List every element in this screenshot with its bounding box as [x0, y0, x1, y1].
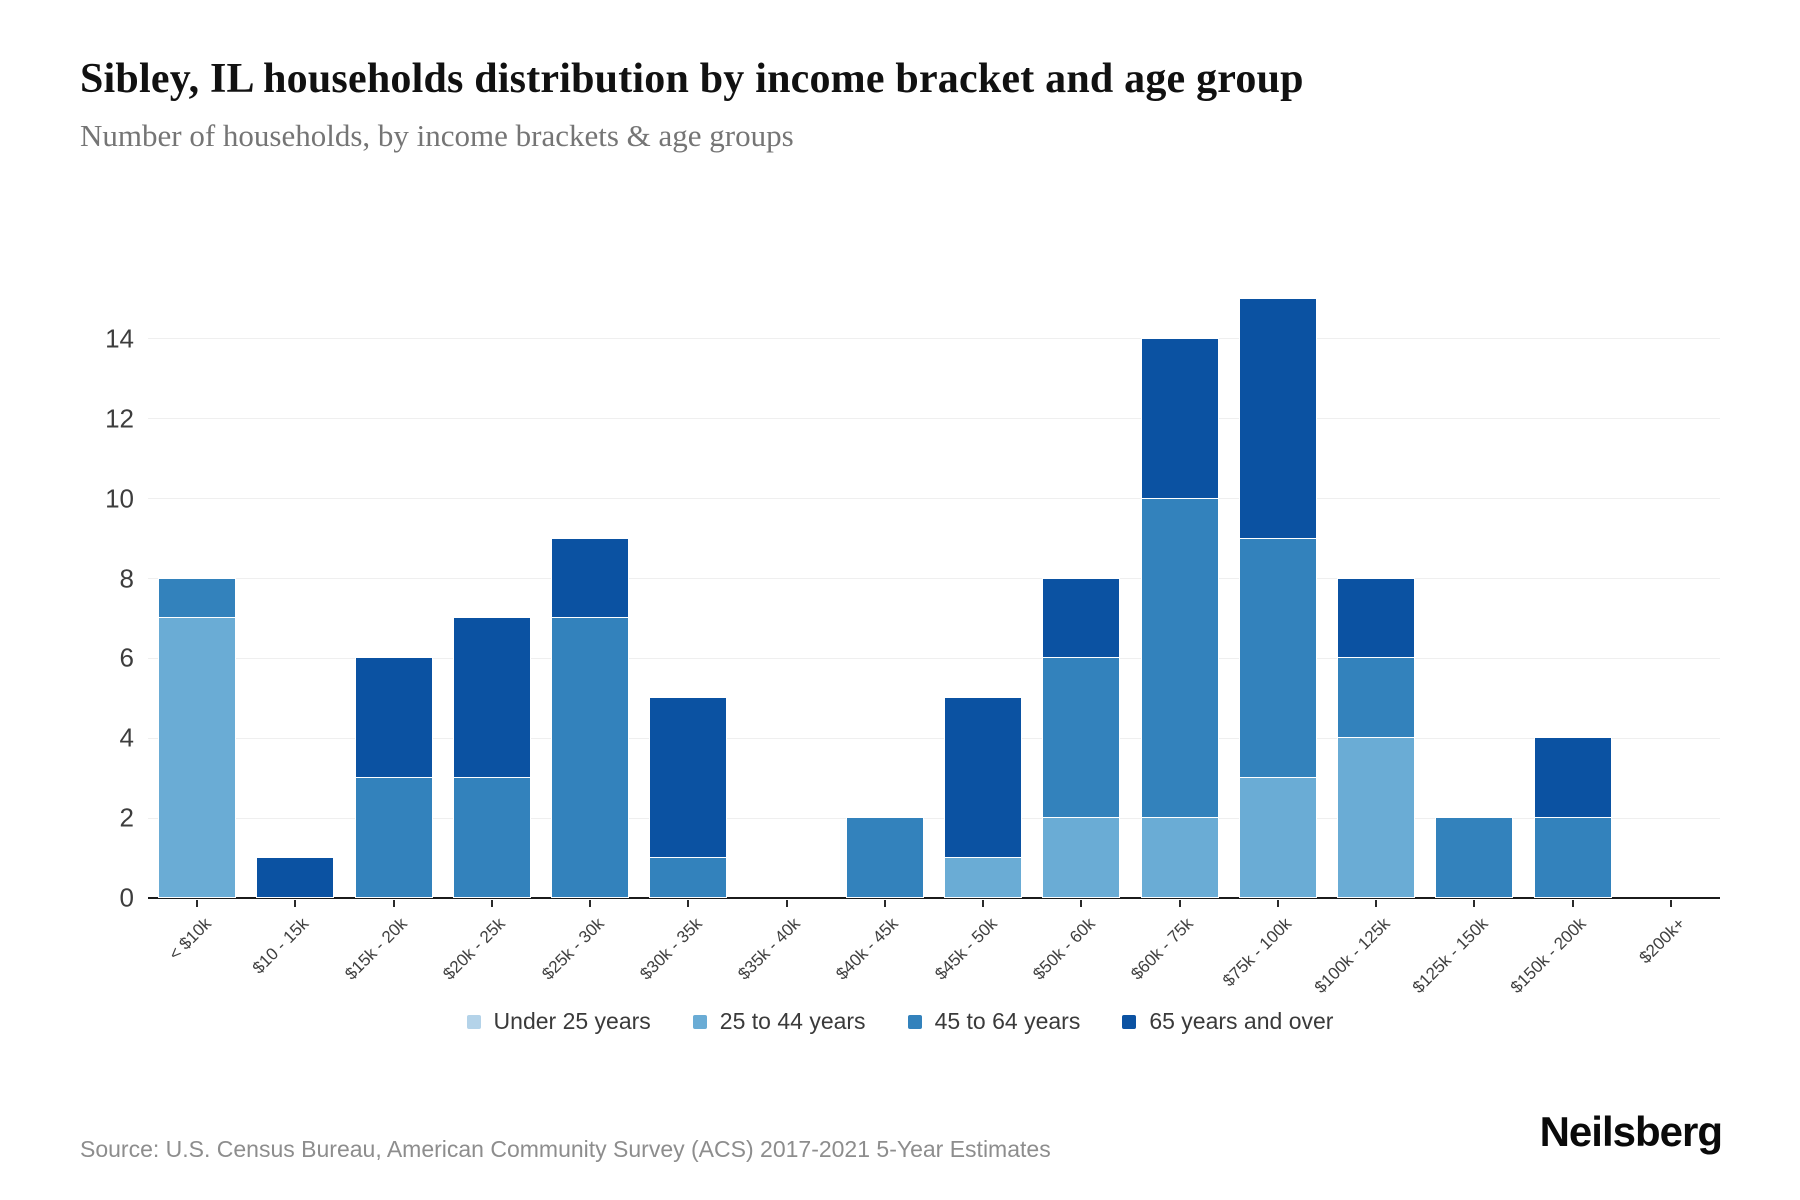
x-axis-tick	[1669, 900, 1672, 907]
x-axis-tick-label: $100k - 125k	[1310, 914, 1394, 997]
x-axis-tick	[1276, 900, 1279, 907]
bar-segment	[452, 617, 531, 779]
page-title: Sibley, IL households distribution by in…	[80, 56, 1304, 102]
x-axis-tick	[1178, 900, 1181, 907]
bar-segment	[1238, 537, 1317, 779]
bar-segment	[1533, 817, 1612, 898]
gridline	[148, 338, 1720, 340]
bar-segment	[551, 537, 630, 619]
bar-segment	[1140, 497, 1219, 819]
legend-label: 65 years and over	[1149, 1008, 1334, 1034]
legend: Under 25 years 25 to 44 years 45 to 64 yea…	[0, 1008, 1800, 1035]
x-axis-tick-label: $15k - 20k	[341, 914, 412, 984]
x-axis-tick	[490, 900, 493, 907]
y-axis-tick-label: 6	[119, 642, 134, 673]
legend-label: Under 25 years	[493, 1008, 651, 1034]
legend-swatch-icon	[1122, 1014, 1137, 1029]
page-subtitle: Number of households, by income brackets…	[80, 118, 794, 153]
legend-item[interactable]: 45 to 64 years	[907, 1008, 1081, 1035]
x-axis-tick	[1473, 900, 1476, 907]
y-axis-tick-label: 8	[119, 563, 134, 594]
gridline	[148, 498, 1720, 500]
x-axis-tick-label: $125k - 150k	[1408, 914, 1492, 997]
x-axis-tick	[785, 900, 788, 907]
legend-swatch-icon	[907, 1014, 922, 1029]
legend-swatch-icon	[692, 1014, 707, 1029]
x-axis-tick	[1571, 900, 1574, 907]
legend-item[interactable]: Under 25 years	[466, 1008, 651, 1035]
bar-segment	[649, 697, 728, 859]
bar-segment	[845, 817, 924, 898]
bar-segment	[944, 697, 1023, 859]
bar-segment	[354, 657, 433, 779]
x-axis-tick	[294, 900, 297, 907]
x-axis-tick-label: $50k - 60k	[1029, 914, 1099, 984]
x-axis-tick	[196, 900, 199, 907]
x-axis-tick	[589, 900, 592, 907]
bar-segment	[1140, 337, 1219, 499]
x-axis-tick	[982, 900, 985, 907]
bar-segment	[158, 577, 237, 619]
bar-segment	[944, 857, 1023, 898]
legend-label: 25 to 44 years	[719, 1008, 866, 1034]
legend-item[interactable]: 65 years and over	[1122, 1008, 1333, 1035]
y-axis-tick-label: 14	[105, 323, 134, 354]
bar-segment	[354, 777, 433, 898]
x-axis-tick-label: $40k - 45k	[832, 914, 903, 984]
x-axis-tick	[1375, 900, 1378, 907]
x-axis-tick	[883, 900, 886, 907]
y-axis-tick-label: 12	[105, 403, 134, 434]
bar-segment	[452, 777, 531, 898]
x-axis-tick-label: $60k - 75k	[1127, 914, 1198, 984]
source-note: Source: U.S. Census Bureau, American Com…	[80, 1136, 1051, 1162]
x-axis-tick-label: $75k - 100k	[1219, 914, 1296, 991]
bar-segment	[1435, 817, 1514, 898]
gridline	[148, 737, 1720, 739]
x-axis-tick-label: $10 - 15k	[249, 914, 313, 978]
bar-segment	[649, 857, 728, 898]
x-axis-tick-label: $30k - 35k	[636, 914, 706, 984]
legend-swatch-icon	[466, 1014, 481, 1029]
x-axis-tick-label: $150k - 200k	[1507, 914, 1591, 997]
bar-segment	[1042, 657, 1121, 819]
legend-label: 45 to 64 years	[934, 1008, 1081, 1034]
bar-segment	[1533, 737, 1612, 819]
y-axis-tick-label: 4	[119, 722, 134, 753]
bar-segment	[1042, 577, 1121, 659]
legend-item[interactable]: 25 to 44 years	[692, 1008, 866, 1035]
gridline	[148, 418, 1720, 420]
bar-segment	[256, 857, 335, 898]
gridline	[148, 817, 1720, 819]
bar-segment	[1238, 298, 1317, 539]
gridline	[148, 578, 1720, 580]
bar-segment	[1042, 817, 1121, 898]
brand-logo: Neilsberg	[1539, 1108, 1723, 1155]
x-axis-tick-label: < $10k	[164, 914, 215, 964]
y-axis-tick-label: 2	[119, 802, 134, 833]
bar-segment	[1337, 737, 1416, 898]
y-axis-tick-label: 0	[119, 882, 134, 913]
x-axis-line	[148, 897, 1720, 899]
x-axis-tick-label: $25k - 30k	[537, 914, 608, 984]
x-axis-tick	[687, 900, 690, 907]
x-axis-tick	[392, 900, 395, 907]
bar-segment	[1238, 777, 1317, 898]
x-axis-tick-label: $20k - 25k	[439, 914, 510, 984]
bar-segment	[1337, 657, 1416, 739]
gridline	[148, 657, 1720, 659]
bar-segment	[551, 617, 630, 898]
bar-segment	[158, 617, 237, 898]
bar-segment	[1140, 817, 1219, 898]
y-axis-tick-label: 10	[105, 483, 134, 514]
plot-area: 0 2 4 6 8 10 12 14 < $10k $10 - 15k $15k - 20k $20k…	[105, 298, 1720, 997]
x-axis-tick	[1080, 900, 1083, 907]
x-axis-tick-label: $35k - 40k	[734, 914, 805, 984]
bar-segment	[1337, 577, 1416, 659]
x-axis-tick-label: $200k+	[1635, 914, 1689, 968]
x-axis-tick-label: $45k - 50k	[930, 914, 1001, 984]
